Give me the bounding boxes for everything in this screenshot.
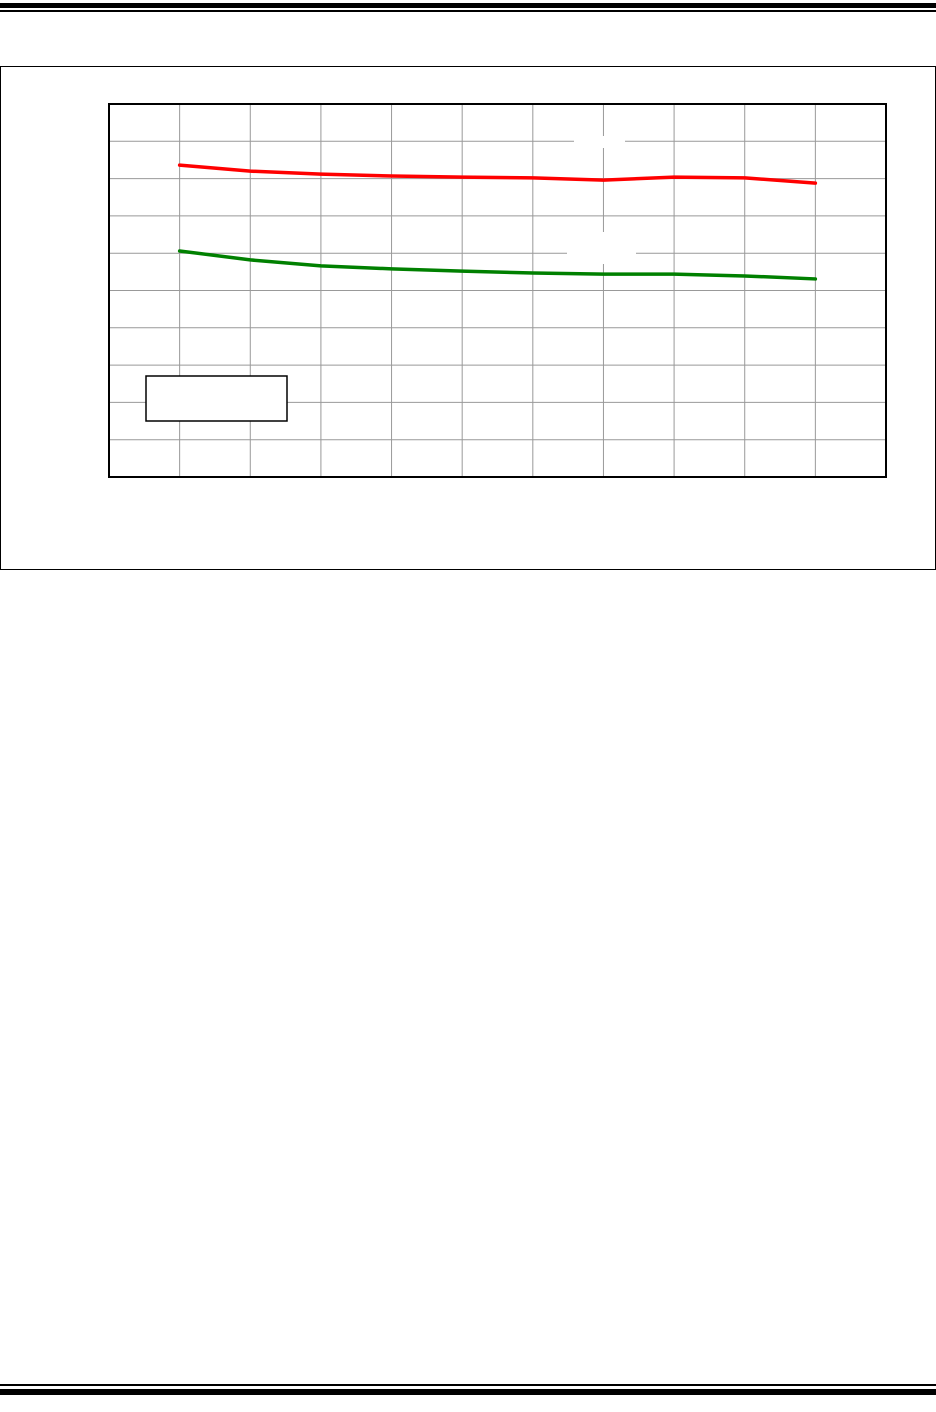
series-line-1 <box>177 163 818 185</box>
top-rule-thick <box>0 3 936 8</box>
bottom-rule-thick <box>0 1389 936 1395</box>
legend-box <box>145 375 288 422</box>
plot-frame <box>108 103 887 478</box>
bottom-rule-thin <box>0 1384 936 1386</box>
top-rule-thin <box>0 10 936 12</box>
label-mask <box>567 232 636 264</box>
label-mask <box>574 136 625 148</box>
series-line-2 <box>177 249 818 281</box>
